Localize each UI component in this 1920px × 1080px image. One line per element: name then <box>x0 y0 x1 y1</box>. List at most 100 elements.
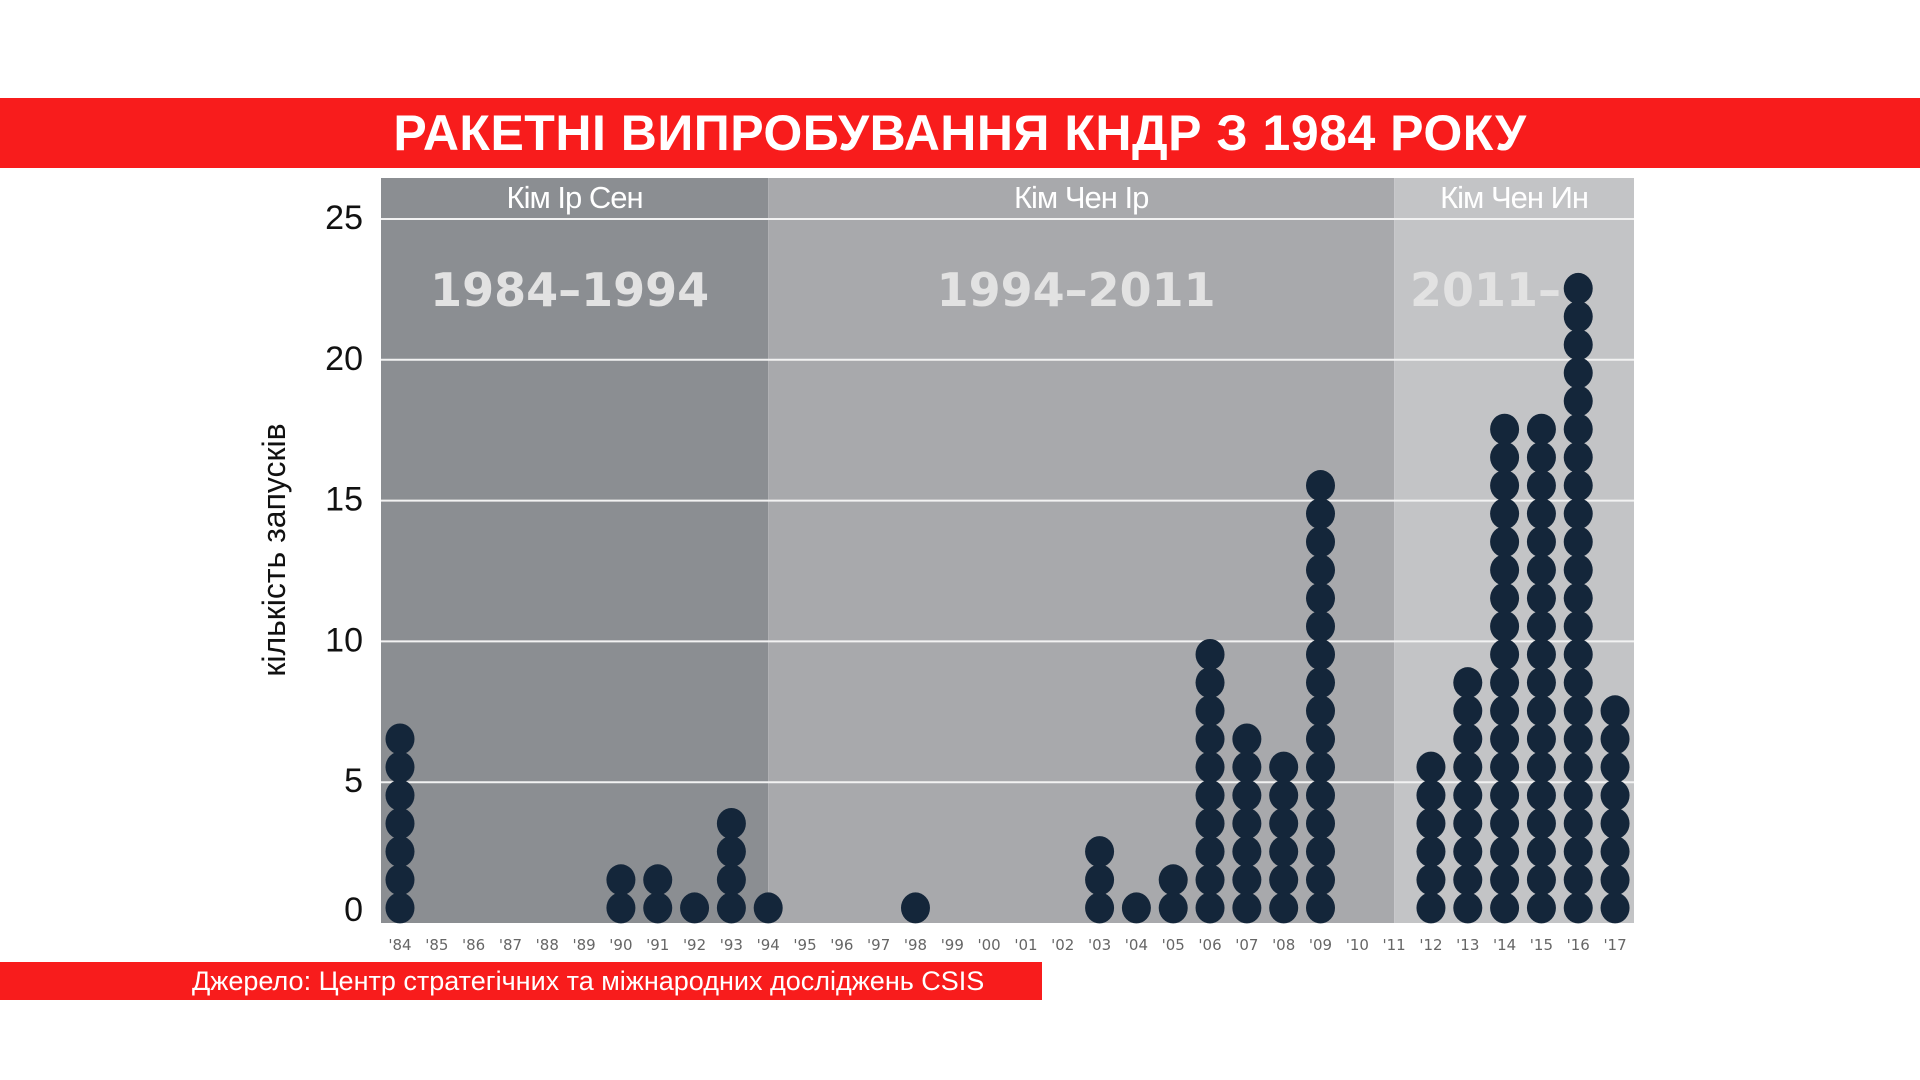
x-tick-label: '17 <box>1603 936 1626 954</box>
launch-dot <box>1306 554 1335 586</box>
launch-dot <box>1563 864 1593 896</box>
x-tick-label: '03 <box>1088 936 1111 954</box>
launch-dot <box>1195 751 1225 783</box>
launch-dot <box>1563 301 1593 333</box>
x-tick-label: '01 <box>1014 936 1037 954</box>
launch-dot <box>680 892 710 924</box>
y-axis-label: кількість запусків <box>256 423 292 676</box>
x-tick-label: '08 <box>1272 936 1295 954</box>
y-tick-label: 0 <box>344 891 363 929</box>
launch-dot <box>1306 470 1335 502</box>
launch-dot <box>1490 864 1520 896</box>
launch-dot <box>1158 864 1188 896</box>
launch-dot <box>1490 667 1520 699</box>
launch-dot <box>1490 638 1520 670</box>
launch-dot <box>1490 695 1520 727</box>
launch-dot <box>1600 892 1630 924</box>
launch-dot <box>1306 723 1335 755</box>
launch-dot <box>606 892 636 924</box>
launch-dot <box>1563 638 1593 670</box>
launch-dot <box>1526 526 1556 558</box>
launch-dot <box>1232 807 1262 839</box>
launch-dot <box>385 723 415 755</box>
launch-dot <box>716 807 746 839</box>
launch-dot <box>1453 751 1483 783</box>
launch-dot <box>1269 864 1299 896</box>
x-tick-label: '10 <box>1346 936 1369 954</box>
launch-dot <box>1416 864 1446 896</box>
x-tick-label: '98 <box>904 936 927 954</box>
launch-dot <box>1195 723 1225 755</box>
x-tick-label: '15 <box>1530 936 1553 954</box>
launch-dot <box>1563 554 1593 586</box>
launch-dot <box>1563 329 1593 361</box>
x-tick-label: '91 <box>646 936 669 954</box>
launch-dot <box>1490 413 1520 445</box>
x-tick-label: '86 <box>462 936 485 954</box>
launch-dot <box>606 864 636 896</box>
launch-dot <box>1490 498 1520 530</box>
launch-dot <box>1526 807 1556 839</box>
launch-dot <box>1490 892 1520 924</box>
launch-dot <box>1416 807 1446 839</box>
launch-dot <box>1269 807 1299 839</box>
launch-dot <box>1526 638 1556 670</box>
y-tick-label: 15 <box>325 481 363 519</box>
x-tick-label: '04 <box>1125 936 1148 954</box>
launch-dot <box>1453 779 1483 811</box>
x-tick-label: '84 <box>388 936 411 954</box>
launch-dot <box>716 864 746 896</box>
launch-dot <box>1526 610 1556 642</box>
launch-dot <box>1526 470 1556 502</box>
launch-dot <box>1490 779 1520 811</box>
x-tick-label: '00 <box>978 936 1001 954</box>
x-tick-label: '90 <box>609 936 632 954</box>
launch-dot <box>1306 751 1335 783</box>
launch-dot <box>1563 892 1593 924</box>
launch-dot <box>1563 695 1593 727</box>
launch-dot <box>1490 807 1520 839</box>
x-tick-label: '92 <box>683 936 706 954</box>
launch-dot <box>1563 413 1593 445</box>
launch-dot <box>1600 864 1630 896</box>
launch-dot <box>1563 470 1593 502</box>
launch-dot <box>1563 272 1593 304</box>
launch-dot <box>1085 836 1115 868</box>
launch-dot <box>716 836 746 868</box>
launch-dot <box>1195 638 1225 670</box>
launch-dot <box>1306 667 1335 699</box>
launch-dot <box>1195 836 1225 868</box>
launch-dot <box>1526 498 1556 530</box>
launch-dot <box>1416 892 1446 924</box>
launch-dot <box>1563 751 1593 783</box>
launch-dot <box>1269 779 1299 811</box>
launch-dot <box>1416 779 1446 811</box>
launch-dot <box>1600 723 1630 755</box>
launch-dot <box>716 892 746 924</box>
y-tick-label: 20 <box>325 340 363 378</box>
launch-dot <box>1526 441 1556 473</box>
era-leader-label: Кім Чен Ин <box>1440 180 1588 215</box>
launch-dot <box>1563 526 1593 558</box>
launch-dot <box>385 836 415 868</box>
launch-dot <box>1269 751 1299 783</box>
launch-dot <box>1306 892 1335 924</box>
launch-dot <box>1306 695 1335 727</box>
launch-dot <box>1490 526 1520 558</box>
launch-dot <box>1490 610 1520 642</box>
y-tick-label: 10 <box>325 621 363 659</box>
launch-dot <box>1563 779 1593 811</box>
launch-dot <box>1526 413 1556 445</box>
launch-dot <box>1526 667 1556 699</box>
launch-dot <box>1490 470 1520 502</box>
launch-dot <box>1269 836 1299 868</box>
launch-dot <box>1563 357 1593 389</box>
launch-dot <box>1490 751 1520 783</box>
source-text: Джерело: Центр стратегічних та міжнародн… <box>192 966 985 996</box>
source-bar: Джерело: Центр стратегічних та міжнародн… <box>0 962 1042 1000</box>
x-tick-label: '94 <box>757 936 780 954</box>
era-leader-label: Кім Чен Ір <box>1014 180 1148 215</box>
launch-dot <box>1490 441 1520 473</box>
launch-dot <box>1453 667 1483 699</box>
launch-dot <box>1085 864 1115 896</box>
